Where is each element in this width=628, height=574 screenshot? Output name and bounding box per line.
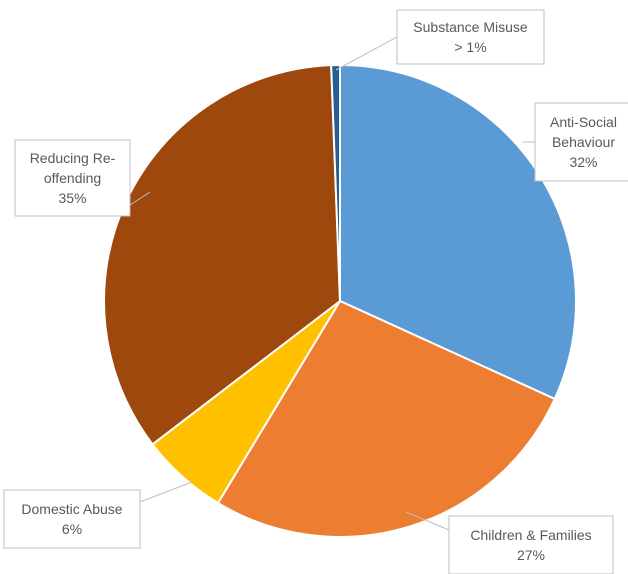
data-label-reducing-re-offending: Reducing Re-offending 35% <box>14 139 131 217</box>
data-label-text-children-families: 27% <box>517 547 545 563</box>
data-label-text-reducing-re-offending: 35% <box>58 190 86 206</box>
data-label-domestic-abuse: Domestic Abuse 6% <box>3 489 141 549</box>
pie-slice-substance-misuse <box>330 63 341 302</box>
data-label-text-domestic-abuse: 6% <box>62 521 82 537</box>
data-label-box-reducing-re-offending <box>14 139 131 217</box>
data-label-text-children-families: Children & Families <box>470 527 591 543</box>
data-label-anti-social-behaviour: Anti-Social Behaviour 32% <box>534 102 628 182</box>
data-label-text-substance-misuse: Substance Misuse <box>413 19 528 35</box>
data-label-text-anti-social-behaviour: 32% <box>569 154 597 170</box>
data-label-text-reducing-re-offending: offending <box>44 170 101 186</box>
data-label-text-anti-social-behaviour: Anti-Social <box>550 114 617 130</box>
leader-line-domestic-abuse <box>139 481 193 503</box>
data-label-box-children-families <box>448 515 614 574</box>
data-label-box-substance-misuse <box>396 9 545 65</box>
leader-line-children-families <box>405 511 450 531</box>
pie-slice-children-families <box>216 299 557 538</box>
pie-slices <box>103 63 578 538</box>
data-labels: Anti-Social Behaviour 32% Children & Famili… <box>3 9 628 574</box>
data-label-text-reducing-re-offending: Reducing Re- <box>30 150 116 166</box>
leader-line-substance-misuse <box>335 36 398 71</box>
data-label-text-anti-social-behaviour: Behaviour <box>552 134 615 150</box>
data-label-children-families: Children & Families 27% <box>448 515 614 574</box>
data-label-box-domestic-abuse <box>3 489 141 549</box>
leader-line-reducing-re-offending <box>129 191 151 206</box>
data-label-text-substance-misuse: > 1% <box>454 39 486 55</box>
data-label-box-anti-social-behaviour <box>534 102 628 182</box>
data-label-substance-misuse: Substance Misuse > 1% <box>396 9 545 65</box>
data-label-text-domestic-abuse: Domestic Abuse <box>21 501 122 517</box>
